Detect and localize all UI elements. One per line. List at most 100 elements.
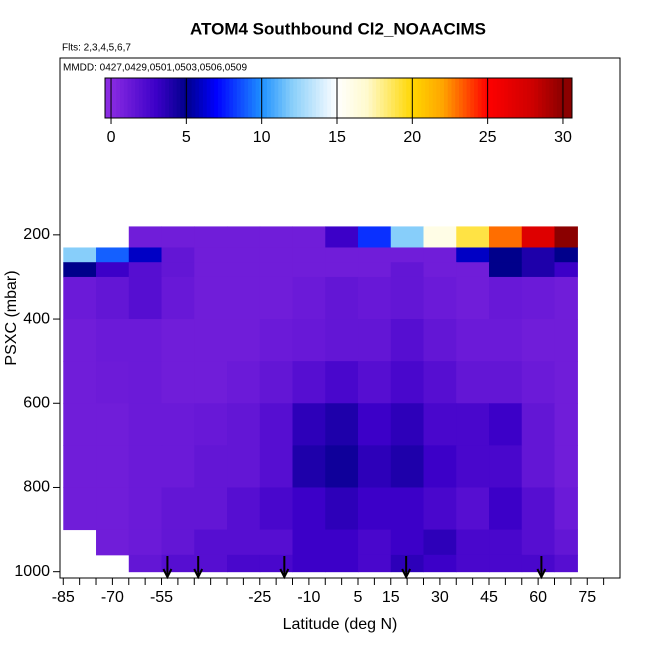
- subtitle: Flts: 2,3,4,5,6,7: [62, 43, 131, 54]
- x-tick-label: -85: [52, 589, 75, 606]
- colorbar-swatch: [229, 78, 234, 118]
- colorbar-swatch: [172, 78, 178, 118]
- colorbar-swatch: [240, 78, 245, 118]
- colorbar-swatch: [549, 78, 554, 118]
- cell: [390, 554, 425, 573]
- colorbar-swatch: [285, 78, 291, 118]
- colorbar-swatch: [244, 78, 249, 118]
- cell: [521, 247, 556, 263]
- cell: [489, 554, 523, 573]
- colorbar-tick-label: 20: [403, 129, 421, 146]
- cell: [423, 319, 457, 362]
- colorbar-swatch: [300, 78, 306, 118]
- colorbar-swatch: [481, 78, 486, 118]
- colorbar-swatch: [402, 78, 407, 118]
- colorbar-swatch: [387, 78, 392, 118]
- sounding-arrowhead: [279, 568, 290, 580]
- colorbar-swatch: [568, 78, 573, 118]
- colorbar-swatch: [447, 78, 452, 118]
- colorbar-swatch: [489, 78, 494, 118]
- colorbar-swatch: [361, 78, 366, 118]
- cell: [423, 445, 457, 488]
- cell: [259, 319, 294, 362]
- cell: [423, 262, 457, 278]
- cell: [128, 226, 163, 248]
- cell: [63, 361, 97, 404]
- cell: [325, 445, 359, 488]
- cell: [390, 487, 425, 531]
- colorbar-swatch: [534, 78, 539, 118]
- cell: [521, 276, 556, 320]
- colorbar-swatch: [451, 78, 456, 118]
- colorbar-swatch: [425, 78, 430, 118]
- colorbar-swatch: [135, 78, 140, 118]
- cell: [554, 247, 578, 263]
- cell: [456, 361, 490, 404]
- cell: [390, 226, 425, 248]
- cell: [390, 262, 425, 278]
- cell: [358, 247, 392, 263]
- cell: [96, 247, 130, 263]
- cell: [325, 554, 359, 573]
- colorbar-swatch: [376, 78, 381, 118]
- x-tick-label: 5: [354, 589, 363, 606]
- cell: [63, 319, 97, 362]
- colorbar-swatch: [515, 78, 520, 118]
- colorbar-swatch: [462, 78, 468, 118]
- colorbar-swatch: [564, 78, 569, 118]
- cell: [227, 361, 261, 404]
- colorbar-swatch: [120, 78, 125, 118]
- cell: [259, 262, 294, 278]
- cell: [161, 262, 195, 278]
- cell: [358, 487, 392, 531]
- cell: [390, 361, 425, 404]
- colorbar-swatch: [263, 78, 268, 118]
- y-tick-label: 1000: [14, 563, 50, 580]
- colorbar-swatch: [398, 78, 404, 118]
- colorbar-swatch: [440, 78, 445, 118]
- colorbar-swatch: [138, 78, 144, 118]
- cell: [292, 487, 326, 531]
- cell: [128, 276, 163, 320]
- cell: [390, 319, 425, 362]
- cell: [423, 361, 457, 404]
- cell: [96, 262, 130, 278]
- colorbar-swatch: [383, 78, 388, 118]
- colorbar-swatch: [492, 78, 498, 118]
- colorbar-swatch: [278, 78, 283, 118]
- colorbar-swatch: [180, 78, 185, 118]
- cell: [390, 445, 425, 488]
- colorbar-swatch: [342, 78, 347, 118]
- cell: [128, 247, 163, 263]
- colorbar-swatch: [153, 78, 159, 118]
- cell: [194, 319, 228, 362]
- cell: [259, 361, 294, 404]
- colorbar-swatch: [214, 78, 219, 118]
- cell: [554, 403, 578, 446]
- colorbar-swatch: [248, 78, 253, 118]
- colorbar-swatch: [338, 78, 343, 118]
- cell: [292, 554, 326, 573]
- cell: [128, 361, 163, 404]
- cell: [292, 276, 326, 320]
- sounding-arrowhead: [162, 568, 173, 580]
- cell: [423, 487, 457, 531]
- cell: [554, 554, 578, 573]
- cell: [227, 247, 261, 263]
- colorbar-swatch: [202, 78, 208, 118]
- cell: [128, 554, 163, 573]
- cell: [194, 247, 228, 263]
- colorbar-swatch: [364, 78, 370, 118]
- cell: [259, 403, 294, 446]
- colorbar-swatch: [413, 78, 419, 118]
- colorbar-swatch: [308, 78, 313, 118]
- cell: [554, 276, 578, 320]
- cell: [161, 319, 195, 362]
- cell: [489, 262, 523, 278]
- colorbar-swatch: [391, 78, 396, 118]
- cell: [554, 262, 578, 278]
- cell: [161, 247, 195, 263]
- colorbar-swatch: [270, 78, 275, 118]
- cell: [161, 529, 195, 556]
- colorbar-swatch: [146, 78, 151, 118]
